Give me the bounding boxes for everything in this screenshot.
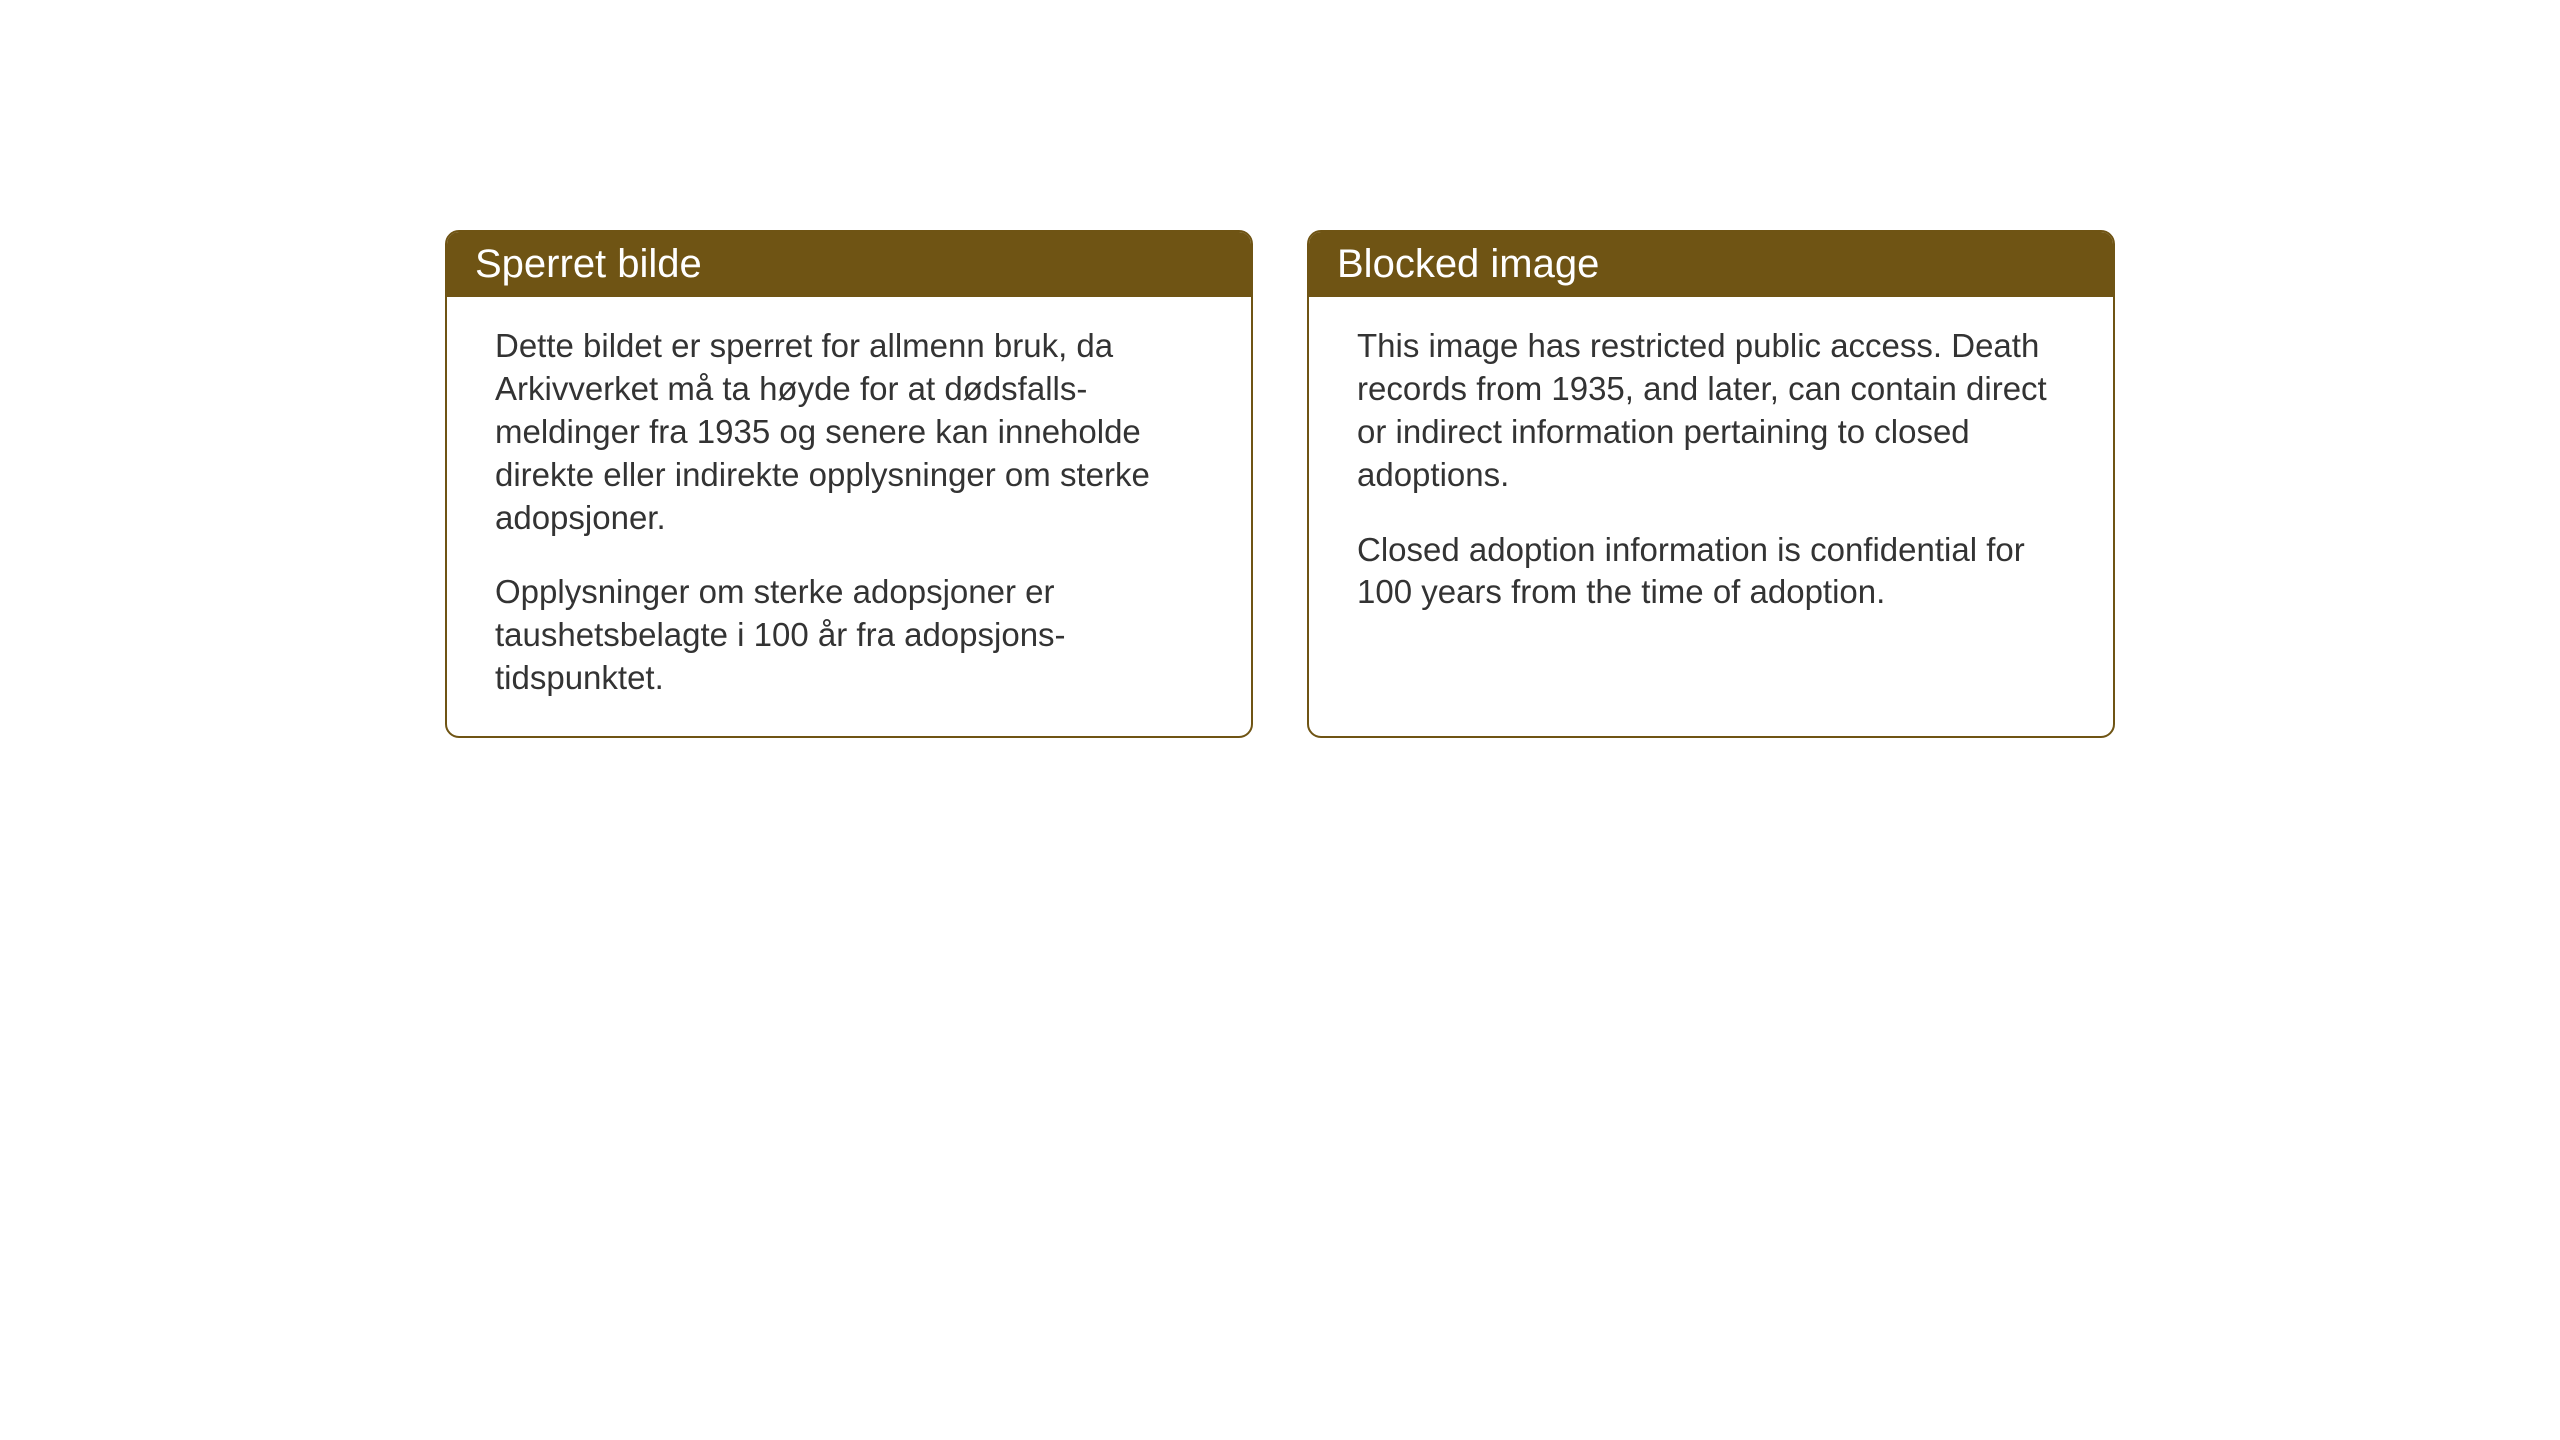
notice-body-english: This image has restricted public access.…	[1309, 297, 2113, 650]
notice-text-paragraph: Dette bildet er sperret for allmenn bruk…	[495, 325, 1203, 539]
notices-container: Sperret bilde Dette bildet er sperret fo…	[445, 230, 2115, 738]
notice-body-norwegian: Dette bildet er sperret for allmenn bruk…	[447, 297, 1251, 736]
notice-box-english: Blocked image This image has restricted …	[1307, 230, 2115, 738]
notice-text-paragraph: Closed adoption information is confident…	[1357, 529, 2065, 615]
notice-header-norwegian: Sperret bilde	[447, 232, 1251, 297]
notice-text-paragraph: This image has restricted public access.…	[1357, 325, 2065, 497]
notice-header-english: Blocked image	[1309, 232, 2113, 297]
notice-box-norwegian: Sperret bilde Dette bildet er sperret fo…	[445, 230, 1253, 738]
notice-text-paragraph: Opplysninger om sterke adopsjoner er tau…	[495, 571, 1203, 700]
